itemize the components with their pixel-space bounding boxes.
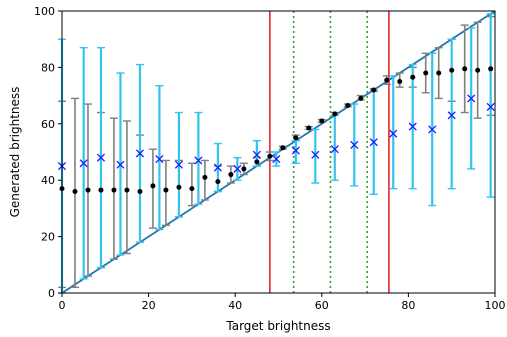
x-marker-5 (155, 154, 164, 164)
x-tick-label-0: 0 (59, 299, 66, 312)
x-marker-22 (486, 102, 495, 111)
x-marker-11 (272, 154, 281, 164)
y-tick-label-2: 40 (41, 174, 55, 187)
dot-marker-33 (488, 66, 494, 72)
x-marker-21 (467, 94, 476, 103)
dot-marker-18 (293, 135, 299, 141)
dot-marker-6 (137, 188, 143, 194)
dot-marker-26 (397, 79, 403, 84)
errorbar-s1-22 (486, 13, 495, 198)
x-marker-17 (389, 129, 398, 138)
x-marker-19 (428, 125, 437, 134)
x-axis-label: Target brightness (225, 319, 330, 333)
errorbar-s1-12 (291, 140, 300, 164)
dot-marker-14 (241, 166, 247, 172)
dot-marker-20 (319, 118, 325, 124)
y-tick-label-0: 0 (48, 287, 55, 300)
dot-marker-12 (215, 179, 221, 185)
x-marker-10 (252, 150, 261, 159)
dot-marker-15 (254, 159, 260, 165)
dot-marker-31 (462, 66, 468, 72)
dot-marker-10 (189, 186, 195, 192)
errorbar-s0-10 (187, 162, 196, 207)
dot-marker-4 (111, 187, 117, 193)
x-marker-14 (330, 145, 339, 154)
x-marker-3 (116, 160, 125, 169)
dot-marker-13 (228, 172, 234, 178)
errorbar-s0-7 (148, 148, 157, 229)
reference-lines (269, 11, 390, 293)
x-tick-label-4: 80 (401, 299, 415, 312)
dot-marker-24 (371, 87, 377, 93)
x-marker-7 (194, 156, 203, 165)
x-tick-label-5: 100 (485, 299, 506, 312)
dot-marker-23 (358, 95, 364, 101)
x-marker-20 (447, 111, 456, 120)
dot-marker-8 (163, 187, 169, 193)
dot-marker-1 (72, 188, 78, 194)
x-tick-label-3: 60 (315, 299, 329, 312)
data-markers (57, 66, 495, 194)
x-marker-2 (96, 153, 106, 162)
dot-marker-27 (410, 74, 416, 80)
errorbar-s1-14 (330, 114, 339, 181)
errorbar-s0-5 (122, 120, 131, 255)
dot-marker-19 (306, 125, 312, 131)
x-marker-13 (311, 150, 320, 159)
dot-marker-11 (202, 174, 208, 180)
plot-frame (61, 10, 496, 294)
errorbar-s0-8 (161, 159, 170, 227)
x-marker-4 (135, 149, 144, 158)
dot-marker-30 (449, 67, 455, 73)
errorbar-s0-11 (200, 159, 209, 201)
dot-marker-25 (384, 77, 390, 83)
dot-marker-2 (85, 187, 91, 193)
errorbar-s1-7 (194, 111, 203, 205)
x-marker-12 (291, 146, 300, 155)
x-marker-16 (369, 138, 378, 147)
x-tick-label-2: 40 (228, 299, 242, 312)
y-axis-label: Generated brightness (8, 87, 22, 218)
x-marker-6 (174, 160, 183, 169)
dot-marker-16 (267, 153, 273, 159)
errorbar-s1-20 (447, 38, 456, 190)
dot-marker-5 (124, 187, 130, 193)
dot-marker-22 (345, 102, 351, 108)
x-marker-1 (79, 159, 88, 168)
ticks: 0 20 40 60 80 100 0 20 40 60 80 100 (34, 5, 506, 312)
dot-marker-29 (436, 70, 442, 76)
dot-marker-17 (280, 145, 286, 151)
errorbar-s1-5 (155, 85, 164, 231)
errorbar-s1-13 (311, 128, 320, 184)
x-marker-18 (408, 122, 417, 131)
error-bars (58, 13, 495, 294)
dot-marker-9 (176, 184, 182, 190)
y-tick-label-1: 20 (41, 231, 55, 244)
y-tick-label-4: 80 (41, 61, 55, 74)
x-marker-15 (350, 140, 359, 150)
axes (61, 10, 496, 294)
dot-marker-28 (423, 70, 429, 76)
errorbar-s1-17 (389, 75, 398, 190)
dot-marker-3 (98, 187, 104, 193)
x-marker-9 (233, 164, 242, 173)
x-tick-label-1: 20 (142, 299, 156, 312)
y-tick-label-3: 60 (41, 118, 55, 131)
x-marker-8 (213, 163, 222, 172)
y-tick-label-5: 100 (34, 5, 55, 18)
dot-marker-32 (475, 67, 481, 73)
dot-marker-7 (150, 183, 156, 189)
dot-marker-21 (332, 111, 338, 117)
